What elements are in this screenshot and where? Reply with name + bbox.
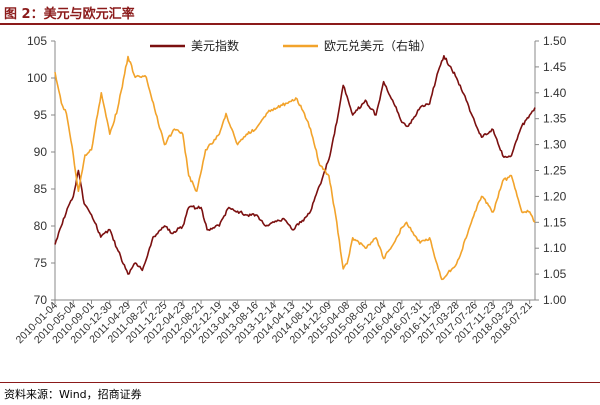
left-tick-label: 100 xyxy=(27,71,47,85)
legend-label-eurusd: 欧元兑美元（右轴） xyxy=(324,38,432,53)
usd-index-line xyxy=(54,54,536,275)
right-tick-label: 1.00 xyxy=(543,293,567,307)
right-tick-label: 1.40 xyxy=(543,86,567,100)
title-divider xyxy=(0,23,600,25)
source-note: 资料来源：Wind，招商证券 xyxy=(4,388,142,401)
right-tick-label: 1.30 xyxy=(543,138,567,152)
legend-label-usd-index: 美元指数 xyxy=(191,38,239,53)
left-tick-label: 105 xyxy=(27,34,47,48)
right-tick-label: 1.05 xyxy=(543,267,567,281)
right-tick-label: 1.15 xyxy=(543,215,567,229)
chart-lines xyxy=(54,54,536,281)
chart-legend: 美元指数 欧元兑美元（右轴） xyxy=(150,38,432,53)
right-tick-label: 1.10 xyxy=(543,241,567,255)
left-tick-label: 75 xyxy=(34,256,48,270)
left-tick-label: 80 xyxy=(34,219,48,233)
right-tick-label: 1.45 xyxy=(543,60,567,74)
left-tick-label: 90 xyxy=(34,145,48,159)
left-tick-label: 85 xyxy=(34,182,48,196)
left-tick-label: 95 xyxy=(34,108,48,122)
figure-title: 图 2：美元与欧元汇率 xyxy=(4,7,135,22)
right-tick-label: 1.20 xyxy=(543,189,567,203)
right-tick-label: 1.25 xyxy=(543,164,567,178)
right-tick-label: 1.50 xyxy=(543,34,567,48)
right-tick-label: 1.35 xyxy=(543,112,567,126)
left-tick-label: 70 xyxy=(34,293,48,307)
chart-axes: 70 75 80 85 90 95 100 105 1.00 1.05 1.10 1.15 1.20 1.… xyxy=(14,34,567,346)
eurusd-line xyxy=(54,55,536,281)
source-divider xyxy=(0,382,600,383)
